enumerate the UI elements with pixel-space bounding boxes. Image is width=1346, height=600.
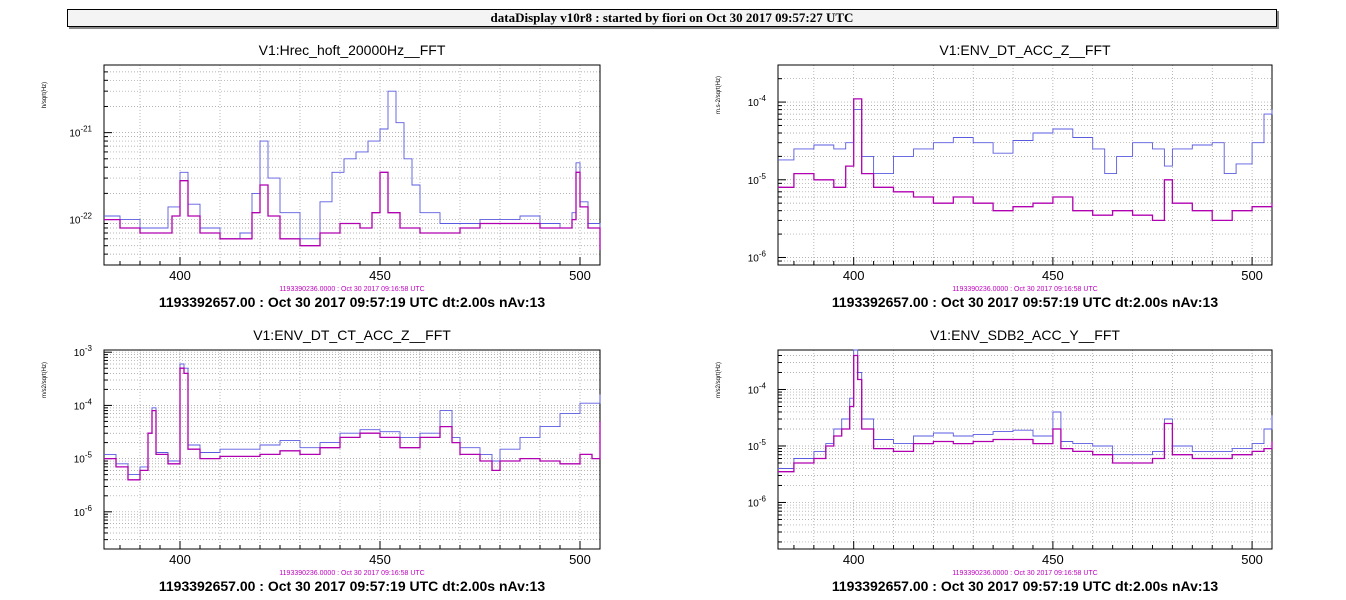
series-line-2 — [104, 367, 601, 481]
y-tick-label: 10-6 — [748, 494, 767, 509]
grid — [778, 65, 1272, 265]
plot-frame — [103, 64, 601, 266]
footer-label: 1193392657.00 : Oct 30 2017 09:57:19 UTC… — [832, 294, 1218, 310]
x-tick-label: 450 — [369, 268, 391, 283]
y-tick-label: 10-4 — [748, 94, 767, 109]
y-axis-label: m/s2/sqrt(Hz) — [42, 362, 48, 398]
x-tick-label: 400 — [169, 552, 191, 567]
y-tick-label: 10-5 — [748, 438, 767, 453]
footer-label: 1193392657.00 : Oct 30 2017 09:57:19 UTC… — [159, 578, 545, 594]
series-line-1 — [778, 109, 1273, 175]
time-label: 1193390236.0000 : Oct 30 2017 09:16:58 U… — [952, 286, 1097, 293]
y-tick-label: 10-6 — [74, 504, 93, 519]
time-label: 1193390236.0000 : Oct 30 2017 09:16:58 U… — [952, 570, 1097, 577]
series-line-2 — [778, 354, 1273, 473]
x-tick-label: 500 — [1241, 268, 1263, 283]
plot-frame — [777, 349, 1273, 550]
x-tick-label: 500 — [569, 268, 591, 283]
y-tick-label: 10-5 — [74, 451, 93, 466]
chart-title: V1:ENV_DT_ACC_Z__FFT — [939, 42, 1111, 58]
y-tick-label: 10-22 — [69, 212, 92, 227]
window-title-bar: dataDisplay v10r8 : started by fiori on … — [67, 9, 1277, 27]
x-tick-label: 450 — [369, 552, 391, 567]
series-line-2 — [104, 171, 601, 250]
x-tick-label: 500 — [569, 552, 591, 567]
time-label: 1193390236.0000 : Oct 30 2017 09:16:58 U… — [279, 286, 424, 293]
x-tick-label: 450 — [1042, 552, 1064, 567]
chart-panel-2: V1:ENV_DT_ACC_Z__FFT m.s-2/sqrt(Hz) 400 450… — [716, 42, 1273, 310]
grid — [778, 350, 1272, 549]
footer-label: 1193392657.00 : Oct 30 2017 09:57:19 UTC… — [159, 294, 545, 310]
series-line-1 — [104, 90, 601, 246]
y-tick-label: 10-5 — [748, 172, 767, 187]
x-tick-label: 500 — [1241, 552, 1263, 567]
series-line-2 — [778, 98, 1273, 222]
chart-panel-3: V1:ENV_DT_CT_ACC_Z__FFT m/s2/sqrt(Hz) 400 4… — [42, 327, 601, 594]
chart-title: V1:ENV_SDB2_ACC_Y__FFT — [930, 327, 1120, 343]
plot-frame — [103, 349, 601, 550]
chart-panel-1: V1:Hrec_hoft_20000Hz__FFT h/sqrt(Hz) 400 45… — [42, 42, 601, 310]
grid — [104, 350, 600, 549]
time-label: 1193390236.0000 : Oct 30 2017 09:16:58 U… — [279, 570, 424, 577]
grid — [104, 65, 600, 265]
plot-frame — [777, 64, 1273, 266]
series-line-1 — [778, 349, 1273, 469]
y-axis-label: m/s2/sqrt(Hz) — [716, 362, 722, 398]
series-line-1 — [104, 363, 601, 476]
footer-label: 1193392657.00 : Oct 30 2017 09:57:19 UTC… — [832, 578, 1218, 594]
y-tick-label: 10-6 — [748, 249, 767, 264]
chart-panel-4: V1:ENV_SDB2_ACC_Y__FFT m/s2/sqrt(Hz) 400 45… — [716, 327, 1273, 594]
x-tick-label: 400 — [169, 268, 191, 283]
window-title: dataDisplay v10r8 : started by fiori on … — [490, 10, 854, 25]
x-tick-label: 450 — [1042, 268, 1064, 283]
y-tick-label: 10-4 — [74, 397, 93, 412]
y-tick-label: 10-21 — [69, 125, 92, 140]
y-axis-label: m.s-2/sqrt(Hz) — [716, 76, 722, 114]
x-tick-label: 400 — [843, 268, 865, 283]
chart-title: V1:ENV_DT_CT_ACC_Z__FFT — [253, 327, 451, 343]
y-axis-label: h/sqrt(Hz) — [42, 82, 48, 108]
chart-title: V1:Hrec_hoft_20000Hz__FFT — [259, 42, 446, 58]
y-tick-label: 10-4 — [748, 381, 767, 396]
x-tick-label: 400 — [843, 552, 865, 567]
y-tick-label: 10-3 — [74, 344, 93, 359]
